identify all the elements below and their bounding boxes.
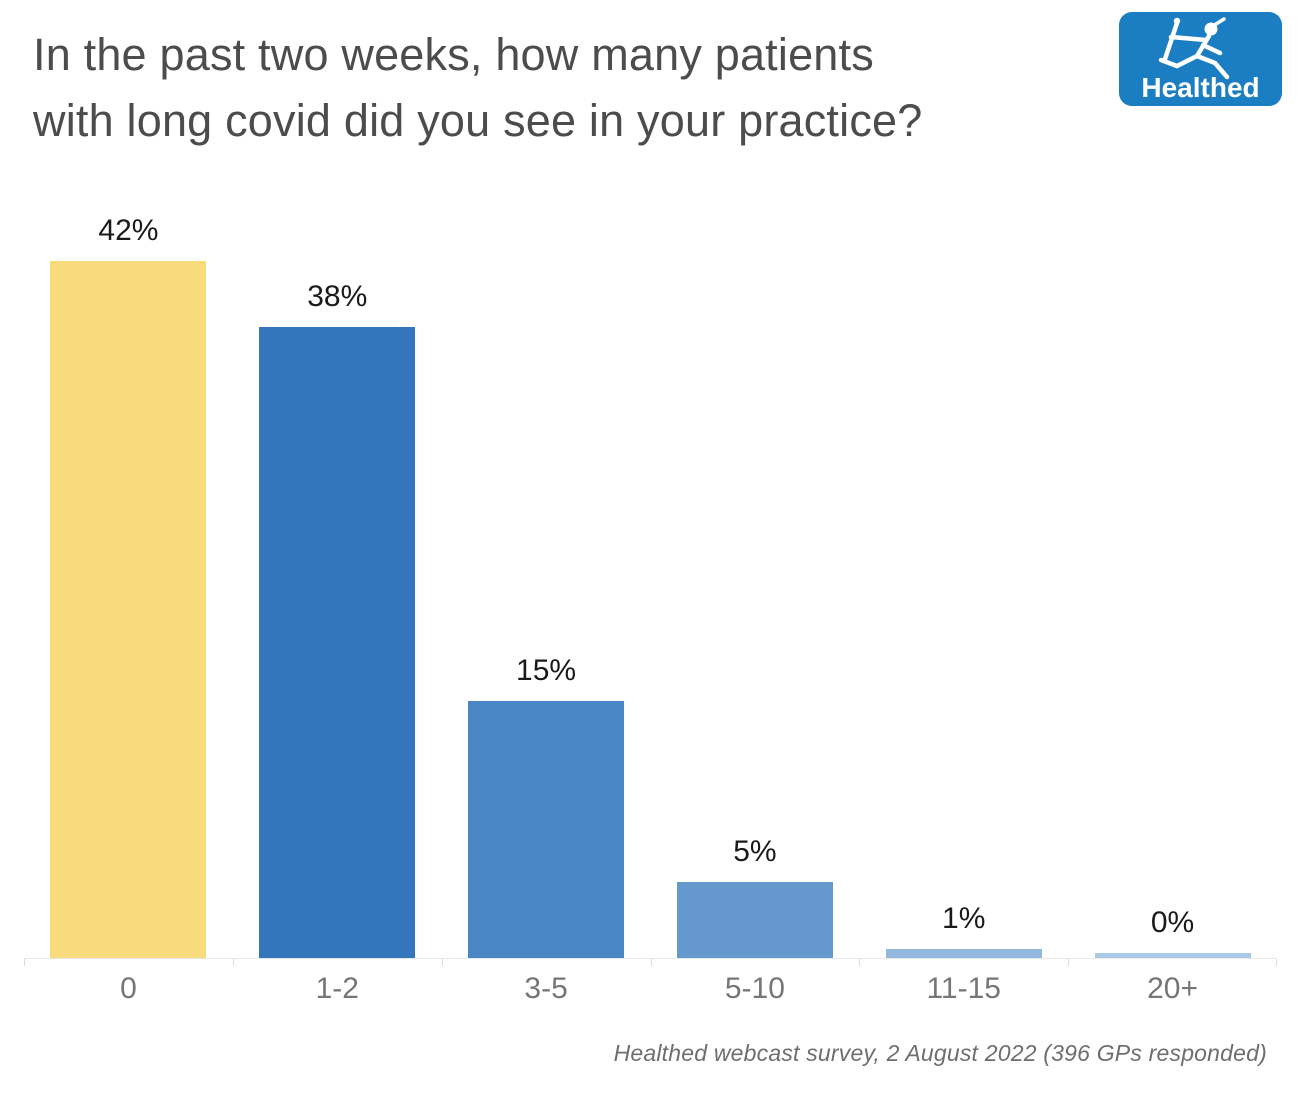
bar-column-1-2: 38% bbox=[233, 195, 442, 958]
source-caption: Healthed webcast survey, 2 August 2022 (… bbox=[613, 1040, 1267, 1066]
axis-tick bbox=[859, 959, 861, 966]
axis-tick bbox=[441, 959, 443, 966]
x-tick-label-0: 0 bbox=[120, 972, 137, 1005]
hermes-runner-icon bbox=[1158, 17, 1230, 80]
chart-title-line-2: with long covid did you see in your prac… bbox=[33, 95, 923, 146]
bar-3-5 bbox=[468, 700, 625, 958]
value-label: 15% bbox=[516, 653, 577, 687]
bar-column-0: 42% bbox=[24, 195, 233, 958]
x-tick-label-5-10: 5-10 bbox=[724, 972, 785, 1005]
value-label: 42% bbox=[98, 214, 159, 247]
x-tick-label-1-2: 1-2 bbox=[315, 972, 359, 1005]
bar-20plus bbox=[1094, 953, 1251, 958]
axis-tick bbox=[1276, 959, 1277, 966]
axis-tick bbox=[24, 959, 25, 966]
x-tick-label-3-5: 3-5 bbox=[524, 972, 568, 1005]
x-axis-labels: 0 1-2 3-5 5-10 11-15 20+ bbox=[24, 972, 1277, 1006]
bar-column-3-5: 15% bbox=[442, 195, 651, 958]
bar-column-11-15: 1% bbox=[859, 195, 1068, 958]
logo-text: Healthed bbox=[1141, 72, 1259, 103]
bar-0 bbox=[50, 261, 207, 958]
value-label: 5% bbox=[733, 834, 777, 868]
x-tick-label-11-15: 11-15 bbox=[926, 972, 1001, 1005]
axis-tick bbox=[1068, 959, 1070, 966]
chart-title: In the past two weeks, how many patients… bbox=[33, 22, 1053, 154]
bar-column-5-10: 5% bbox=[650, 195, 859, 958]
bar-chart: 42% 38% 15% 5% 1% 0% bbox=[24, 195, 1277, 1006]
healthed-logo: Healthed bbox=[1119, 12, 1282, 106]
bar-5-10 bbox=[676, 881, 833, 958]
bar-column-20plus: 0% bbox=[1068, 195, 1277, 958]
x-axis-line bbox=[24, 958, 1277, 966]
axis-tick bbox=[650, 959, 652, 966]
bar-1-2 bbox=[259, 327, 416, 958]
value-label: 38% bbox=[307, 280, 368, 314]
plot-area: 42% 38% 15% 5% 1% 0% bbox=[24, 195, 1277, 958]
bar-11-15 bbox=[885, 948, 1042, 958]
value-label: 0% bbox=[1150, 906, 1195, 940]
axis-tick bbox=[232, 959, 234, 966]
chart-title-line-1: In the past two weeks, how many patients bbox=[33, 29, 874, 80]
x-tick-label-20plus: 20+ bbox=[1147, 972, 1198, 1005]
value-label: 1% bbox=[942, 901, 986, 935]
